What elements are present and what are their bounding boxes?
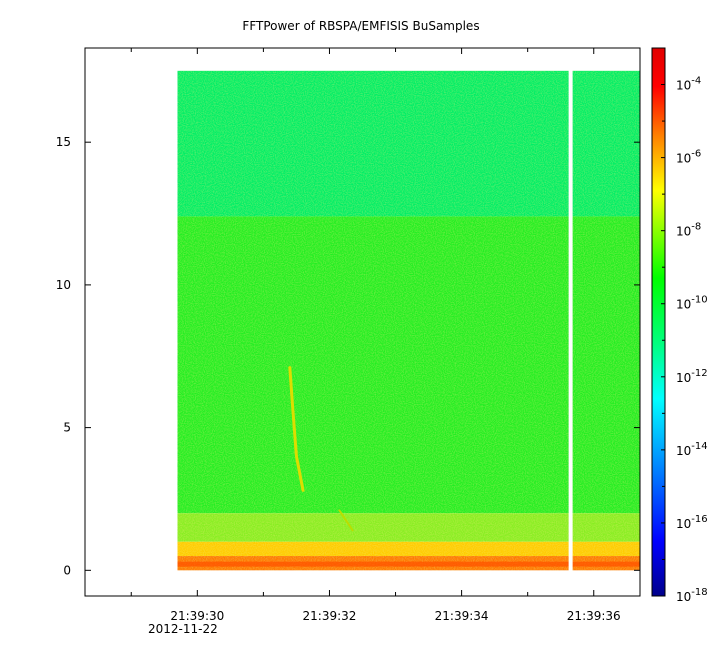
colorbar-tick-label: 10-16: [676, 514, 708, 531]
chart-title: FFTPower of RBSPA/EMFISIS BuSamples: [242, 19, 479, 33]
x-tick-label: 21:39:32: [303, 609, 357, 623]
x-tick-label: 21:39:30: [170, 609, 224, 623]
date-label: 2012-11-22: [148, 622, 218, 636]
low-frequency-band: [177, 561, 640, 567]
spectrogram-noise: [177, 70, 640, 571]
whistler-trace: [288, 366, 305, 492]
colorbar-tick-label: 10-6: [676, 149, 701, 166]
x-tick-label: 21:39:36: [567, 609, 621, 623]
whistler-tail: [338, 509, 354, 532]
plot-frame: [84, 47, 641, 597]
y-tick-label: 15: [56, 135, 71, 149]
colorbar-tick-label: 10-4: [676, 76, 701, 93]
y-tick-label: 5: [63, 421, 71, 435]
data-gap: [568, 69, 573, 572]
colorbar-tick-label: 10-12: [676, 368, 708, 385]
colorbar-tick-label: 10-10: [676, 295, 708, 312]
x-tick-label: 21:39:34: [435, 609, 489, 623]
colorbar-tick-label: 10-8: [676, 222, 701, 239]
y-tick-label: 0: [63, 563, 71, 577]
y-tick-label: 10: [56, 278, 71, 292]
colorbar-tick-label: 10-18: [676, 587, 708, 604]
colorbar-tick-label: 10-14: [676, 441, 708, 458]
colorbar: [651, 47, 666, 597]
